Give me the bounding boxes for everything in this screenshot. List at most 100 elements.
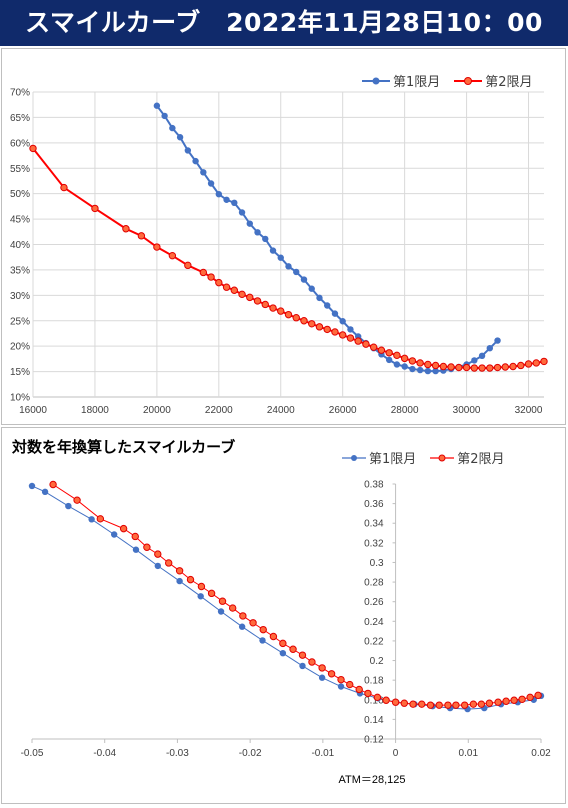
chart1-legend: 第1限月 第2限月: [362, 71, 533, 90]
y-tick-label: 0.26: [364, 597, 384, 608]
data-point-series1: [207, 180, 215, 187]
y-tick-label: 0.34: [364, 519, 384, 530]
legend-label-series2: 第2限月: [485, 75, 533, 90]
data-point-series2: [175, 567, 184, 575]
data-point-series2: [337, 675, 345, 684]
data-point-series2: [323, 325, 331, 334]
data-point-series2: [416, 359, 424, 367]
data-point-series2: [331, 328, 339, 336]
data-point-series2: [408, 357, 417, 365]
data-point-series2: [259, 625, 267, 634]
legend-label-series1: 第1限月: [393, 75, 441, 90]
data-point-series1: [132, 546, 140, 553]
legend-item-series1: 第1限月: [362, 71, 440, 90]
data-point-series2: [540, 357, 548, 366]
chart-panel-smile-curve: 第1限月 第2限月 10% 15% 20% 25% 30% 35% 40% 45% 50% 55%…: [1, 48, 566, 425]
data-point-series2: [510, 696, 518, 704]
x-tick-label: -0.05: [21, 748, 44, 759]
data-point-series2: [524, 360, 533, 368]
legend2-marker-series2: [430, 454, 455, 461]
data-point-series2: [207, 589, 216, 598]
data-point-series2: [96, 515, 105, 523]
data-point-series2: [49, 480, 57, 489]
data-point-series2: [501, 363, 509, 371]
data-point-series1: [184, 147, 192, 154]
data-point-series2: [215, 278, 223, 287]
data-point-series1: [277, 254, 284, 261]
data-point-series2: [238, 290, 246, 299]
data-point-series2: [249, 619, 257, 627]
y-tick-label: 70%: [10, 88, 30, 99]
data-point-series1: [279, 649, 287, 657]
data-point-series2: [431, 361, 440, 370]
page-title: スマイルカーブ 2022年11月28日10：00: [0, 0, 568, 46]
data-point-series1: [65, 502, 72, 510]
legend2-marker-series1: [342, 454, 366, 461]
chart1-plot: 10% 15% 20% 25% 30% 35% 40% 45% 50% 55% 60% 65% 70% 1…: [10, 88, 548, 416]
data-point-series2: [277, 307, 285, 315]
y-tick-label: 0.18: [364, 676, 384, 687]
data-point-series2: [452, 701, 460, 709]
chart2-plot: 0.12 0.14 0.16 0.18 0.2 0.22 0.24 0.26 0.28 0.3 0.…: [21, 480, 552, 787]
data-point-series1: [169, 124, 176, 132]
data-point-series1: [478, 352, 486, 360]
data-point-series2: [91, 204, 99, 213]
data-point-series2: [131, 532, 139, 541]
data-point-series2: [418, 700, 426, 708]
data-point-series1: [347, 326, 354, 333]
y-tick-label: 0.12: [364, 735, 384, 746]
data-point-series1: [385, 356, 393, 364]
data-point-series1: [494, 337, 501, 344]
data-point-series2: [300, 317, 308, 325]
data-point-series1: [424, 367, 432, 375]
data-point-series2: [385, 349, 393, 357]
data-point-series2: [526, 693, 534, 702]
data-point-series2: [470, 364, 479, 372]
data-point-series2: [460, 701, 469, 709]
chart2-title: 対数を年換算したスマイルカーブ: [12, 438, 236, 456]
data-point-series2: [153, 243, 161, 251]
data-point-series2: [338, 331, 347, 339]
data-point-series1: [41, 488, 49, 496]
data-point-series1: [262, 235, 269, 243]
data-point-series2: [308, 320, 316, 328]
y-tick-label: 30%: [10, 291, 30, 302]
data-point-series2: [477, 700, 486, 708]
data-point-series1: [28, 482, 36, 490]
data-point-series2: [435, 701, 443, 709]
legend2-label-series2: 第2限月: [457, 452, 505, 467]
data-point-series2: [494, 698, 502, 706]
data-point-series2: [289, 645, 297, 653]
x-tick-label: 22000: [205, 405, 233, 416]
y-tick-label: 0.22: [364, 636, 384, 647]
data-point-series1: [393, 361, 401, 368]
data-point-series2: [186, 575, 195, 584]
y-tick-label: 10%: [10, 393, 30, 404]
data-point-series2: [469, 700, 478, 708]
y-tick-label: 0.3: [370, 558, 384, 569]
data-point-series2: [382, 696, 390, 704]
data-point-series2: [197, 582, 206, 591]
data-point-series1: [254, 229, 261, 236]
data-point-series2: [60, 183, 68, 192]
y-tick-label: 50%: [10, 189, 30, 200]
data-point-series2: [246, 293, 254, 302]
series-line-2: [52, 484, 539, 706]
data-point-series2: [346, 334, 355, 342]
data-point-series1: [259, 637, 266, 644]
data-point-series2: [485, 699, 494, 707]
data-point-series2: [400, 354, 409, 363]
data-point-series2: [207, 273, 215, 281]
data-point-series1: [432, 367, 439, 375]
data-point-series2: [292, 314, 300, 322]
data-point-series2: [29, 144, 37, 153]
data-point-series1: [299, 662, 306, 670]
data-point-series2: [73, 496, 81, 504]
data-point-series2: [373, 693, 382, 702]
data-point-series1: [192, 157, 199, 165]
x-tick-label: 16000: [19, 405, 47, 416]
data-point-series1: [238, 623, 246, 630]
data-point-series2: [279, 639, 287, 648]
data-point-series1: [318, 674, 326, 681]
y-tick-label: 15%: [10, 367, 30, 378]
